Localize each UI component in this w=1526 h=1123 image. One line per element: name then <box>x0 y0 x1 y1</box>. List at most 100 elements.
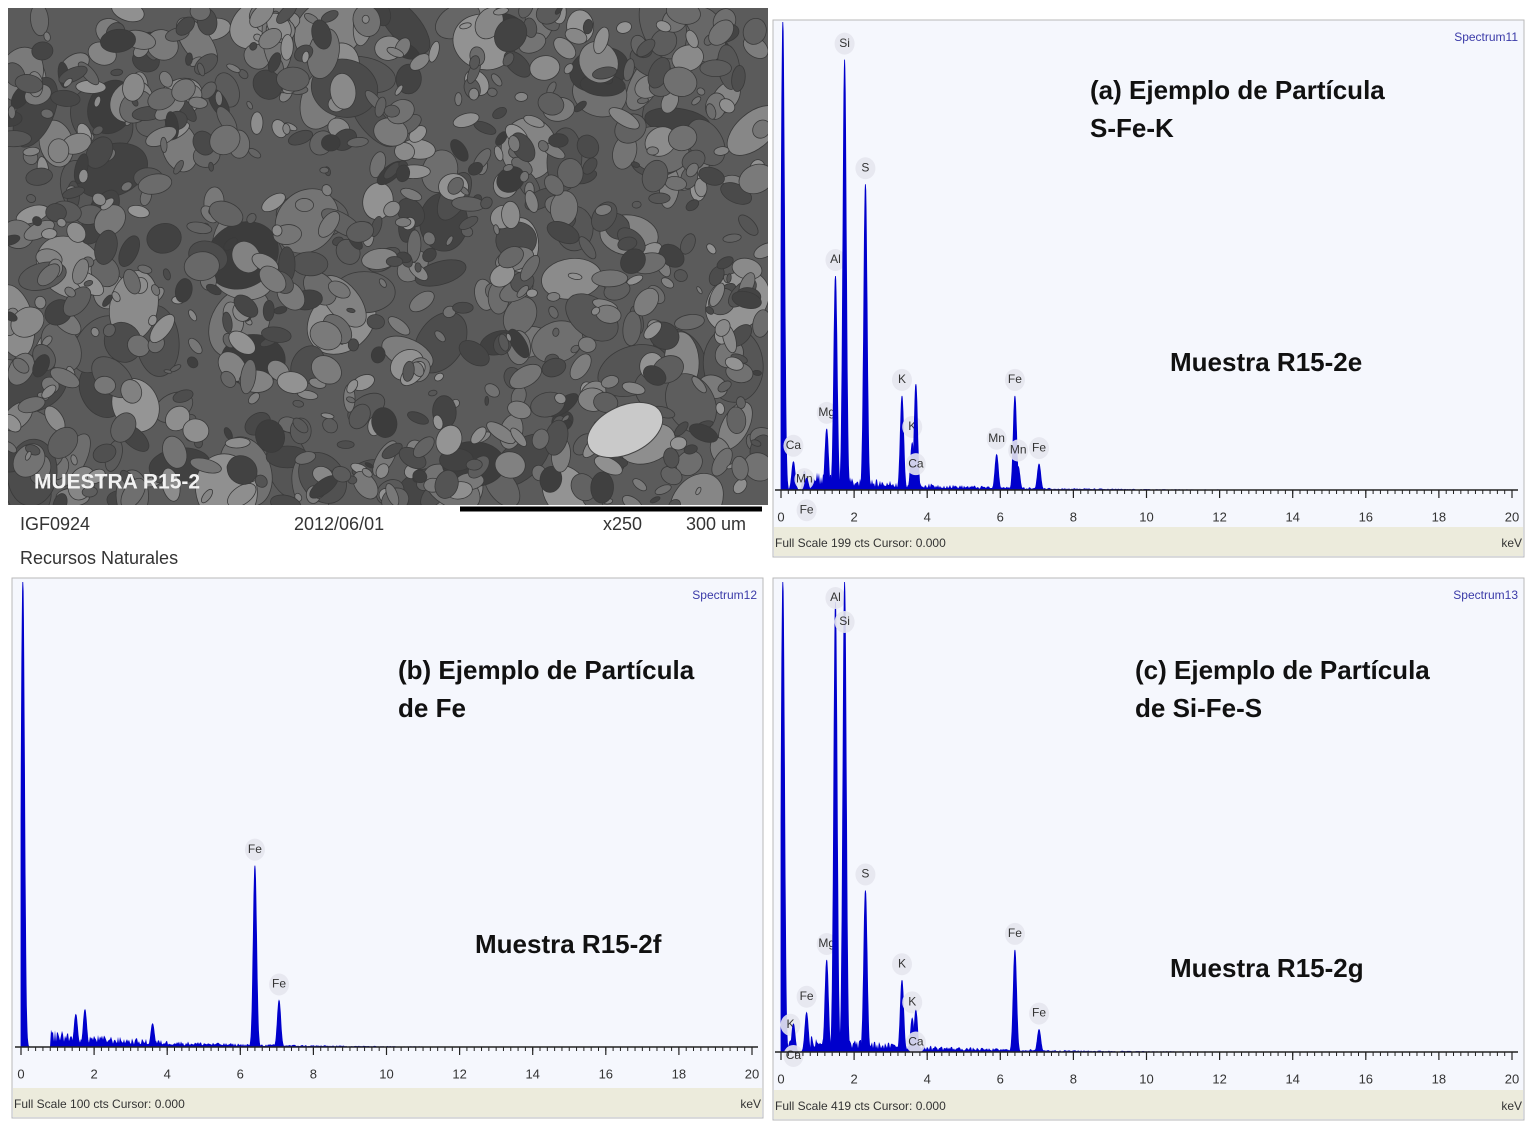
peak <box>20 581 31 1048</box>
x-tick-label: 6 <box>237 1066 244 1081</box>
sem-particle <box>696 286 703 295</box>
sem-particle <box>200 488 213 504</box>
sem-particle <box>262 299 275 322</box>
sem-particle <box>122 73 145 102</box>
sem-particle <box>663 66 698 97</box>
sem-scale: 300 um <box>686 514 746 534</box>
sem-particle <box>47 426 79 459</box>
sem-particle <box>414 262 422 273</box>
sem-particle <box>590 471 614 504</box>
sem-particle <box>674 314 705 331</box>
sem-particle <box>22 146 40 157</box>
sem-particle <box>267 52 282 73</box>
sem-particle <box>731 290 762 309</box>
sem-particle <box>507 400 532 420</box>
sem-particle <box>742 17 767 45</box>
sem-particle <box>671 44 704 72</box>
peak-label-badge <box>986 427 1007 450</box>
sem-particle <box>691 376 707 394</box>
sem-particle <box>186 221 213 235</box>
sem-particle <box>8 311 18 322</box>
sem-particle <box>322 417 338 434</box>
sem-particle <box>621 381 646 395</box>
sem-particle <box>666 8 701 25</box>
sem-particle <box>683 444 698 455</box>
sem-particle <box>428 389 438 397</box>
sem-particle <box>616 21 632 34</box>
peak-label: Al <box>830 590 841 604</box>
sem-particle <box>208 200 244 227</box>
peak-label: Ca <box>786 438 802 452</box>
peak-label-badge <box>855 863 876 886</box>
footer-text: Full Scale 199 cts Cursor: 0.000 <box>775 536 946 550</box>
sem-particle <box>189 457 222 474</box>
sem-particle <box>546 292 561 302</box>
sem-particle <box>92 125 104 136</box>
sem-particle <box>31 41 54 61</box>
sem-particle <box>231 240 261 274</box>
sem-particle <box>649 496 661 504</box>
peak-label-badge <box>834 32 855 55</box>
sem-particle <box>519 171 530 183</box>
sem-particle <box>422 247 437 263</box>
sem-particle <box>395 217 412 228</box>
sem-particle <box>319 166 330 174</box>
sem-particle <box>582 19 594 35</box>
sem-particle <box>249 41 258 51</box>
sem-particle <box>563 63 574 75</box>
peak-label: Fe <box>1032 440 1046 454</box>
sem-particle <box>383 200 401 218</box>
sem-particle <box>224 437 251 449</box>
sem-particle <box>432 414 444 430</box>
peak-label: Mn <box>1010 443 1027 457</box>
footer-band <box>13 1088 762 1117</box>
sem-particle <box>407 229 422 263</box>
peak-label: K <box>898 956 906 970</box>
sem-particle <box>454 92 463 107</box>
sem-particle <box>25 167 53 186</box>
sem-particle <box>541 357 567 378</box>
peak-label-badge <box>1029 1002 1050 1025</box>
sem-particle <box>102 323 116 338</box>
sem-particle <box>591 269 629 288</box>
sem-particle <box>329 73 357 110</box>
sem-particle <box>412 436 435 458</box>
sem-particle <box>516 285 529 298</box>
sem-particle <box>321 184 333 197</box>
sem-particle <box>137 264 153 274</box>
sem-particle <box>593 391 619 413</box>
chart-title: de Si-Fe-S <box>1135 693 1262 723</box>
sem-particle <box>375 463 390 479</box>
sem-particle <box>508 135 521 152</box>
sem-particle <box>381 442 403 459</box>
sem-particle <box>8 105 16 120</box>
x-tick-label: 6 <box>997 509 1004 524</box>
sem-particle <box>120 181 133 192</box>
sem-particle <box>385 483 400 505</box>
x-tick-label: 8 <box>1070 1071 1077 1086</box>
sem-particle <box>554 392 567 405</box>
sem-particle <box>336 440 355 449</box>
sem-particle <box>227 483 257 505</box>
sem-particle <box>648 192 671 204</box>
sem-particle <box>301 50 310 64</box>
sem-date: 2012/06/01 <box>294 514 384 534</box>
peak-label: Fe <box>800 502 814 516</box>
sem-particle <box>447 177 464 195</box>
sem-particle <box>661 277 675 289</box>
background-noise <box>781 472 1512 490</box>
sem-particle <box>554 8 563 15</box>
sem-particle <box>34 295 47 310</box>
sem-particle <box>30 8 49 37</box>
sem-particle <box>347 338 360 352</box>
sem-particle <box>569 353 592 381</box>
peak-label: K <box>908 995 916 1009</box>
sem-particle <box>72 258 89 285</box>
peak-label-badge <box>794 468 815 491</box>
sem-particle <box>92 443 117 463</box>
sem-particle <box>85 136 114 169</box>
annotation: Muestra R15-2f <box>475 929 662 959</box>
peak-label-badge <box>902 991 923 1014</box>
peak-label-badge <box>796 499 817 522</box>
sem-particle <box>498 333 510 352</box>
